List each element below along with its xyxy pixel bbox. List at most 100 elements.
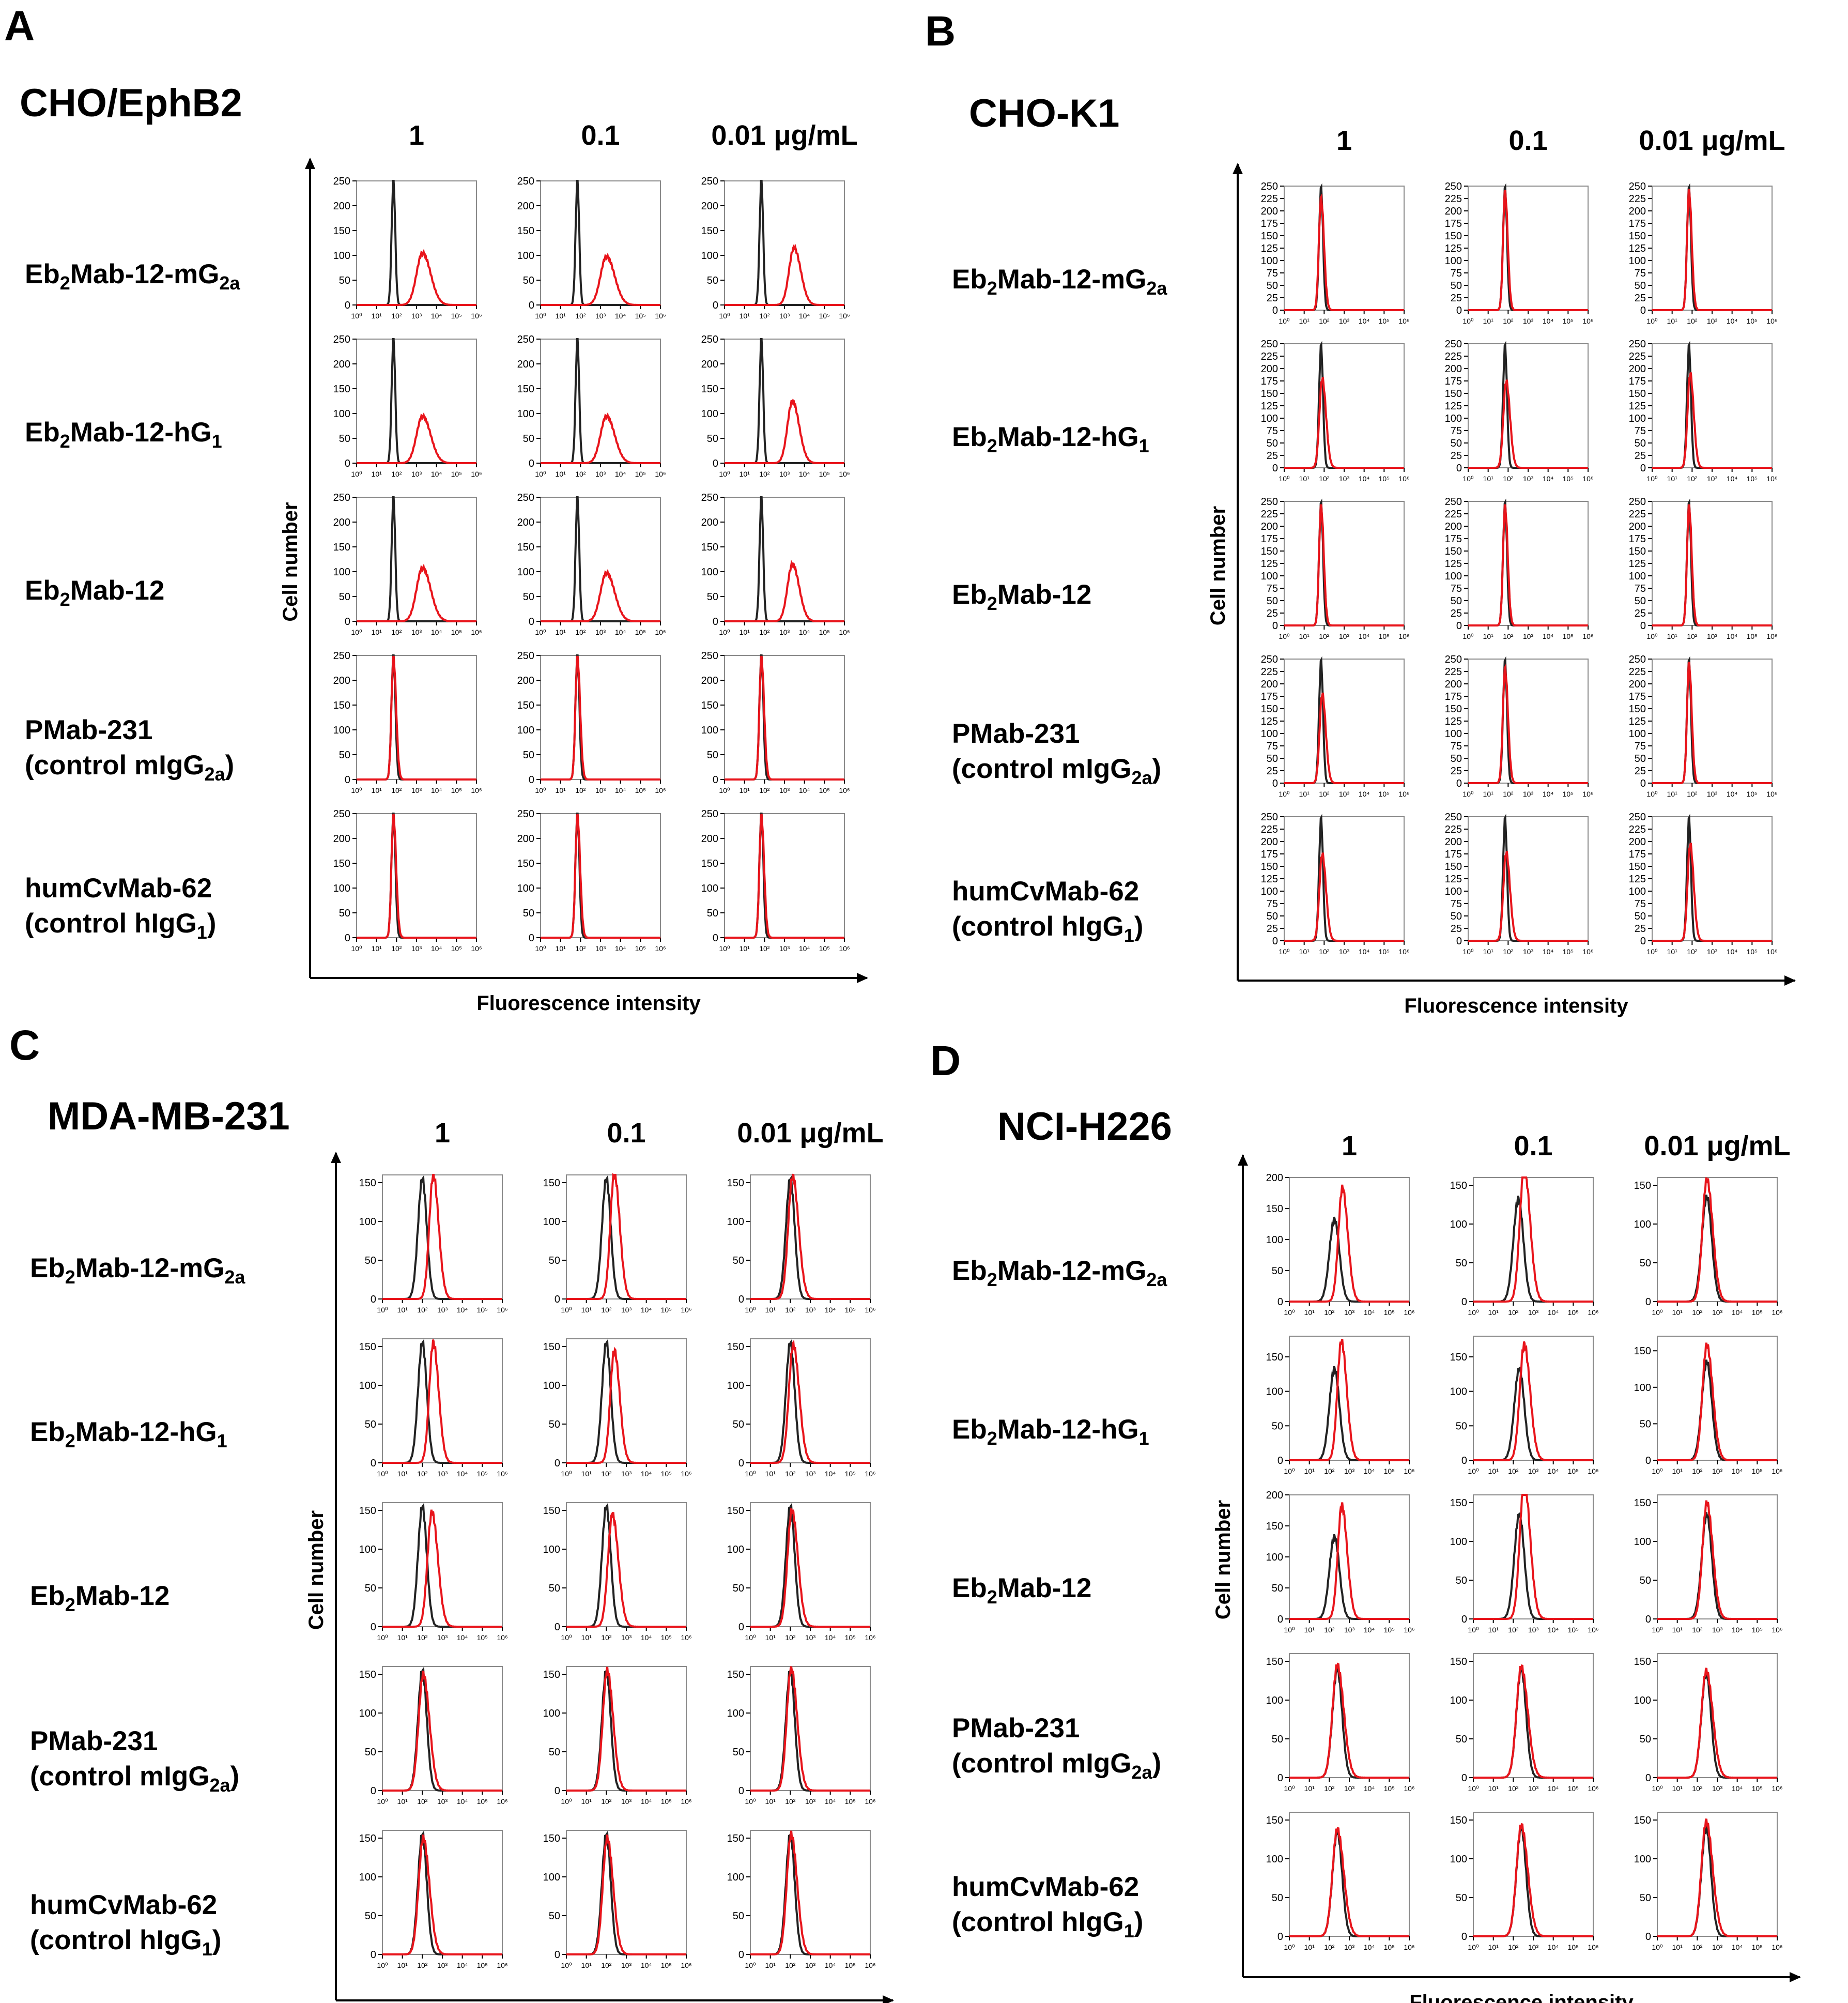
x-tick-label: 10⁴ <box>825 1797 836 1806</box>
y-tick-label: 150 <box>1634 1656 1651 1668</box>
x-tick-label: 10³ <box>621 1470 632 1478</box>
y-tick-label: 175 <box>1629 218 1646 230</box>
x-tick-label: 10² <box>575 470 586 478</box>
antibody-histogram-line <box>541 252 660 306</box>
antibody-label: Eb2Mab-12-hG1 <box>25 417 222 452</box>
y-tick-label: 0 <box>1645 1614 1651 1625</box>
y-tick-label: 150 <box>1266 1521 1283 1532</box>
x-tick-label: 10⁰ <box>745 1306 756 1314</box>
x-tick-label: 10³ <box>1339 947 1350 956</box>
x-tick-label: 10² <box>1503 317 1514 325</box>
histogram-plot: 0 50 100 150 200 250 10⁰ 10¹ 10² 10³ 10⁴ 10⁵ 10⁶ <box>517 808 666 953</box>
x-tick-label: 10¹ <box>581 1470 592 1478</box>
y-tick-label: 100 <box>543 1216 560 1228</box>
antibody-histogram-line <box>382 1834 502 1955</box>
x-tick-label: 10¹ <box>372 628 382 636</box>
y-tick-label: 200 <box>517 517 534 528</box>
antibody-label: PMab-231 (control mIgG2a) <box>952 718 1161 788</box>
x-tick-label: 10³ <box>595 312 606 320</box>
plot-frame <box>356 180 477 305</box>
x-tick-label: 10¹ <box>372 786 382 794</box>
x-tick-label: 10¹ <box>765 1306 776 1314</box>
y-tick-label: 150 <box>1266 1352 1283 1363</box>
y-tick-label: 25 <box>1635 293 1646 304</box>
x-tick-label: 10⁵ <box>1563 317 1574 325</box>
histogram-plot: 0 50 100 150 10⁰ 10¹ 10² 10³ 10⁴ 10⁵ 10⁶ <box>1634 1653 1783 1793</box>
plot-frame <box>1284 659 1405 784</box>
y-tick-label: 150 <box>1629 388 1646 400</box>
antibody-histogram-line <box>1652 504 1772 626</box>
antibody-histogram-line <box>1284 852 1404 942</box>
x-tick-label: 10⁵ <box>451 470 462 478</box>
y-tick-label: 0 <box>1456 778 1462 789</box>
y-tick-label: 100 <box>333 408 350 420</box>
x-tick-label: 10⁵ <box>1747 632 1758 640</box>
x-tick-label: 10⁶ <box>1398 632 1409 640</box>
x-tick-label: 10⁶ <box>497 1470 507 1478</box>
y-tick-label: 150 <box>1261 546 1278 557</box>
x-tick-label: 10⁰ <box>561 1961 572 1969</box>
x-tick-label: 10⁶ <box>681 1797 691 1806</box>
x-tick-label: 10² <box>1324 1626 1335 1634</box>
x-tick-label: 10⁶ <box>1398 790 1409 798</box>
y-tick-label: 150 <box>1445 546 1462 557</box>
y-tick-label: 150 <box>333 542 350 553</box>
x-tick-label: 10² <box>1319 790 1330 798</box>
x-tick-label: 10¹ <box>397 1961 408 1969</box>
y-tick-label: 75 <box>1267 583 1278 594</box>
y-tick-label: 75 <box>1267 741 1278 752</box>
x-tick-label: 10³ <box>621 1797 632 1806</box>
histogram-plot: 0 50 100 150 200 250 10⁰ 10¹ 10² 10³ 10⁴ 10⁵ 10⁶ <box>701 808 850 953</box>
x-tick-label: 10⁰ <box>719 786 730 794</box>
y-tick-label: 50 <box>733 1747 744 1758</box>
x-tick-label: 10⁵ <box>1752 1467 1763 1475</box>
y-tick-label: 100 <box>359 1872 376 1883</box>
y-axis-title: Cell number <box>1207 506 1229 625</box>
x-tick-label: 10⁶ <box>655 944 666 953</box>
x-tick-label: 10³ <box>411 312 422 320</box>
x-tick-label: 10² <box>601 1470 612 1478</box>
x-tick-label: 10⁰ <box>1462 947 1474 956</box>
antibody-histogram-line <box>1657 1818 1777 1938</box>
plot-frame <box>356 655 477 780</box>
histogram-plot: 0 50 100 150 10⁰ 10¹ 10² 10³ 10⁴ 10⁵ 10⁶ <box>727 1830 876 1969</box>
histogram-plot: 0 50 100 150 200 10⁰ 10¹ 10² 10³ 10⁴ 10⁵ 10⁶ <box>1266 1490 1415 1634</box>
y-tick-label: 50 <box>1456 1734 1467 1745</box>
x-tick-label: 10² <box>391 786 402 794</box>
y-tick-label: 0 <box>555 1458 560 1469</box>
y-tick-label: 50 <box>1640 1892 1651 1904</box>
panel-title: NCI-H226 <box>997 1105 1172 1149</box>
x-tick-label: 10⁰ <box>535 786 546 794</box>
y-tick-label: 50 <box>1640 1575 1651 1586</box>
x-tick-label: 10⁴ <box>1548 1784 1559 1793</box>
histogram-plot: 0 50 100 150 10⁰ 10¹ 10² 10³ 10⁴ 10⁵ 10⁶ <box>543 1666 692 1806</box>
y-tick-label: 50 <box>1267 280 1278 292</box>
x-axis-title: Fluorescence intensity <box>1404 995 1628 1017</box>
plot-frame <box>566 1174 687 1299</box>
x-tick-label: 10⁵ <box>845 1633 856 1642</box>
concentration-label: 1 <box>1336 125 1352 156</box>
y-tick-label: 100 <box>517 250 534 262</box>
y-tick-label: 100 <box>1261 886 1278 897</box>
x-tick-label: 10⁴ <box>457 1633 468 1642</box>
x-tick-label: 10⁶ <box>1766 790 1777 798</box>
x-tick-label: 10⁴ <box>1548 1943 1559 1951</box>
concentration-label: 0.01 μg/mL <box>1644 1130 1790 1161</box>
x-tick-label: 10⁰ <box>535 944 546 953</box>
plot-frame <box>1473 1177 1594 1302</box>
y-tick-label: 50 <box>1635 753 1646 764</box>
y-tick-label: 250 <box>333 650 350 662</box>
x-tick-label: 10⁵ <box>477 1306 488 1314</box>
x-tick-label: 10³ <box>1523 632 1534 640</box>
x-tick-label: 10¹ <box>397 1797 408 1806</box>
x-tick-label: 10⁰ <box>1652 1308 1663 1317</box>
x-tick-label: 10⁵ <box>1568 1784 1579 1793</box>
antibody-histogram-line <box>1468 379 1588 469</box>
y-tick-label: 50 <box>1635 438 1646 449</box>
x-tick-label: 10³ <box>1344 1784 1355 1793</box>
x-tick-label: 10³ <box>621 1961 632 1969</box>
x-tick-label: 10² <box>575 944 586 953</box>
y-tick-label: 175 <box>1629 376 1646 387</box>
